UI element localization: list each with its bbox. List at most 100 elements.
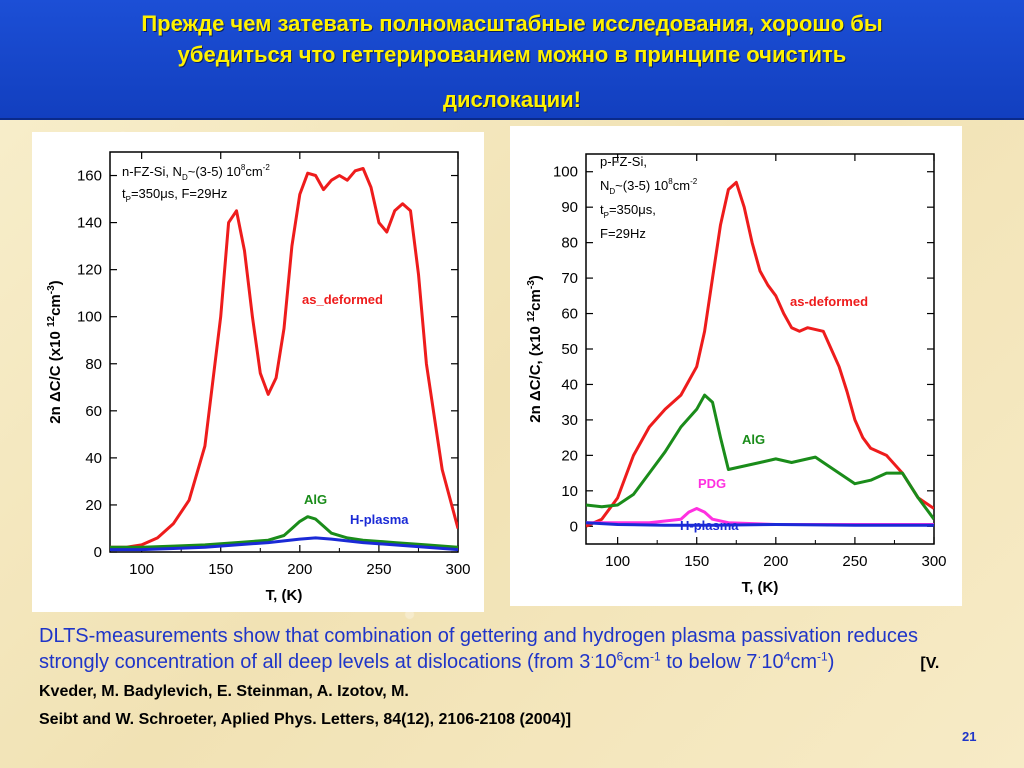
x-tick-label: 100 [129, 561, 154, 578]
y-tick-label: 50 [561, 341, 578, 358]
series-label: as_deformed [302, 292, 383, 307]
x-tick-label: 100 [605, 553, 630, 570]
chart-p-fz-si-svg: 100 150 200 250 300 0 10 20 30 40 50 60 70 80 90 100 T, … [526, 153, 947, 596]
y-tick-label: 20 [561, 447, 578, 464]
chart-p-fz-si: 100 150 200 250 300 0 10 20 30 40 50 60 70 80 90 100 T, … [510, 126, 962, 606]
y-tick-label: 90 [561, 199, 578, 216]
y-axis-label-part: 2n [527, 401, 544, 423]
reference-part-2: Seibt and W. Schroeter, Aplied Phys. Let… [39, 711, 572, 728]
y-axis-label-part: cm [527, 289, 544, 311]
y-axis-label-part: ) [527, 275, 544, 280]
info-line-part: -2 [690, 177, 698, 186]
caption-exp-1: 6 [616, 649, 624, 664]
series-line-alg [110, 515, 458, 549]
y-tick-label: 160 [77, 168, 102, 185]
series-label: as-deformed [790, 294, 868, 309]
y-tick-label: 80 [561, 235, 578, 252]
info-line-part: s, [646, 202, 656, 217]
info-line: tP=350μs, F=29Hz [122, 186, 227, 204]
y-tick-label: 100 [77, 309, 102, 326]
x-axis-label: T, (K) [266, 587, 303, 604]
y-tick-label: 0 [570, 518, 578, 535]
title-line-1: Прежде чем затевать полномасштабные иссл… [141, 11, 883, 36]
caption-unit-1: cm [623, 651, 651, 673]
title-line-3: дислокации! [443, 87, 581, 112]
caption-dot-1: · [590, 649, 595, 664]
title-banner: Прежде чем затевать полномасштабные иссл… [0, 0, 1024, 120]
info-line-part: cm [245, 164, 262, 179]
info-line-part: D [609, 187, 615, 196]
y-tick-label: 20 [85, 497, 102, 514]
info-line-part: ~(3-5) 10 [615, 178, 668, 193]
y-tick-label: 60 [85, 403, 102, 420]
info-line-part: t [122, 186, 126, 201]
info-line-part: p-FZ-Si, [600, 154, 647, 169]
info-line-part: F=29Hz [600, 226, 646, 241]
series-label: PDG [698, 476, 726, 491]
y-tick-label: 40 [561, 376, 578, 393]
y-axis-label-part: Δ [47, 391, 64, 402]
slide-title: Прежде чем затевать полномасштабные иссл… [30, 8, 994, 115]
info-line-part: t [600, 202, 604, 217]
caption-close: ) [827, 651, 835, 673]
y-axis-label-part: -3 [46, 285, 57, 294]
chart-n-fz-si: 100 150 200 250 300 0 20 40 60 80 100 120 140 160 T, (… [32, 132, 484, 612]
info-line-part: 8 [241, 163, 246, 172]
y-tick-label: 140 [77, 215, 102, 232]
info-line: ND~(3-5) 108cm-2 [600, 177, 698, 196]
info-line-part: =350 [609, 202, 638, 217]
x-tick-label: 250 [366, 561, 391, 578]
y-tick-label: 10 [561, 483, 578, 500]
y-axis-label-part: -3 [526, 280, 537, 289]
caption-unitexp-1: -1 [650, 649, 661, 664]
info-line-part: 8 [668, 177, 673, 186]
caption-dot-2: · [757, 649, 762, 664]
info-line-part: cm [673, 178, 690, 193]
series-label: H-plasma [680, 518, 739, 533]
series-label: H-plasma [350, 512, 409, 527]
plot-frame [109, 151, 459, 553]
caption-ten-1: 10 [594, 651, 617, 673]
info-line: p-FZ-Si, [600, 154, 647, 169]
caption-unitexp-2: -1 [817, 649, 828, 664]
caption-text-2: to below 7 [660, 651, 758, 673]
caption-unit-2: cm [790, 651, 818, 673]
info-line-part: P [604, 211, 609, 220]
y-axis-label-part: cm [47, 294, 64, 316]
info-line-part: N [600, 178, 609, 193]
series-line-as-deformed [586, 180, 934, 528]
series-line-pdg [586, 507, 934, 526]
y-axis-label-part: C/C (x10 [47, 327, 64, 391]
y-axis-label-part: C/C, (x10 [527, 322, 544, 390]
info-line: tP=350μs, [600, 202, 656, 220]
y-axis-label-part: 12 [46, 315, 57, 327]
info-line: F=29Hz [600, 226, 646, 241]
y-tick-label: 0 [94, 544, 102, 561]
x-tick-label: 200 [287, 561, 312, 578]
y-tick-label: 100 [553, 164, 578, 181]
y-axis-label-part: 12 [526, 310, 537, 322]
reference-part-1: [V. Kveder, M. Badylevich, E. Steinman, … [39, 655, 940, 700]
caption-exp-2: 4 [783, 649, 791, 664]
info-line-part: P [126, 195, 131, 204]
info-line-part: n-FZ-Si, N [122, 164, 182, 179]
info-line-part: s, F=29Hz [168, 186, 228, 201]
y-tick-label: 60 [561, 306, 578, 323]
y-axis-label-part: ) [47, 280, 64, 285]
info-line-part: μ [160, 186, 168, 201]
y-tick-label: 30 [561, 412, 578, 429]
y-tick-label: 40 [85, 450, 102, 467]
caption: DLTS-measurements show that combination … [39, 623, 989, 733]
series-label: AlG [304, 492, 327, 507]
x-tick-label: 250 [842, 553, 867, 570]
series-line-alg [586, 393, 934, 521]
page-number: 21 [962, 729, 977, 744]
y-axis-label: 2n ΔC/C (x10 12cm-3) [46, 280, 64, 423]
info-line-part: =350 [131, 186, 160, 201]
series-line-as_deformed [110, 167, 458, 549]
info-line-part: -2 [263, 163, 271, 172]
series-label: AlG [742, 432, 765, 447]
y-axis-label-part: Δ [527, 390, 544, 401]
series-line-h-plasma [586, 521, 934, 527]
info-line-part: D [182, 173, 188, 182]
